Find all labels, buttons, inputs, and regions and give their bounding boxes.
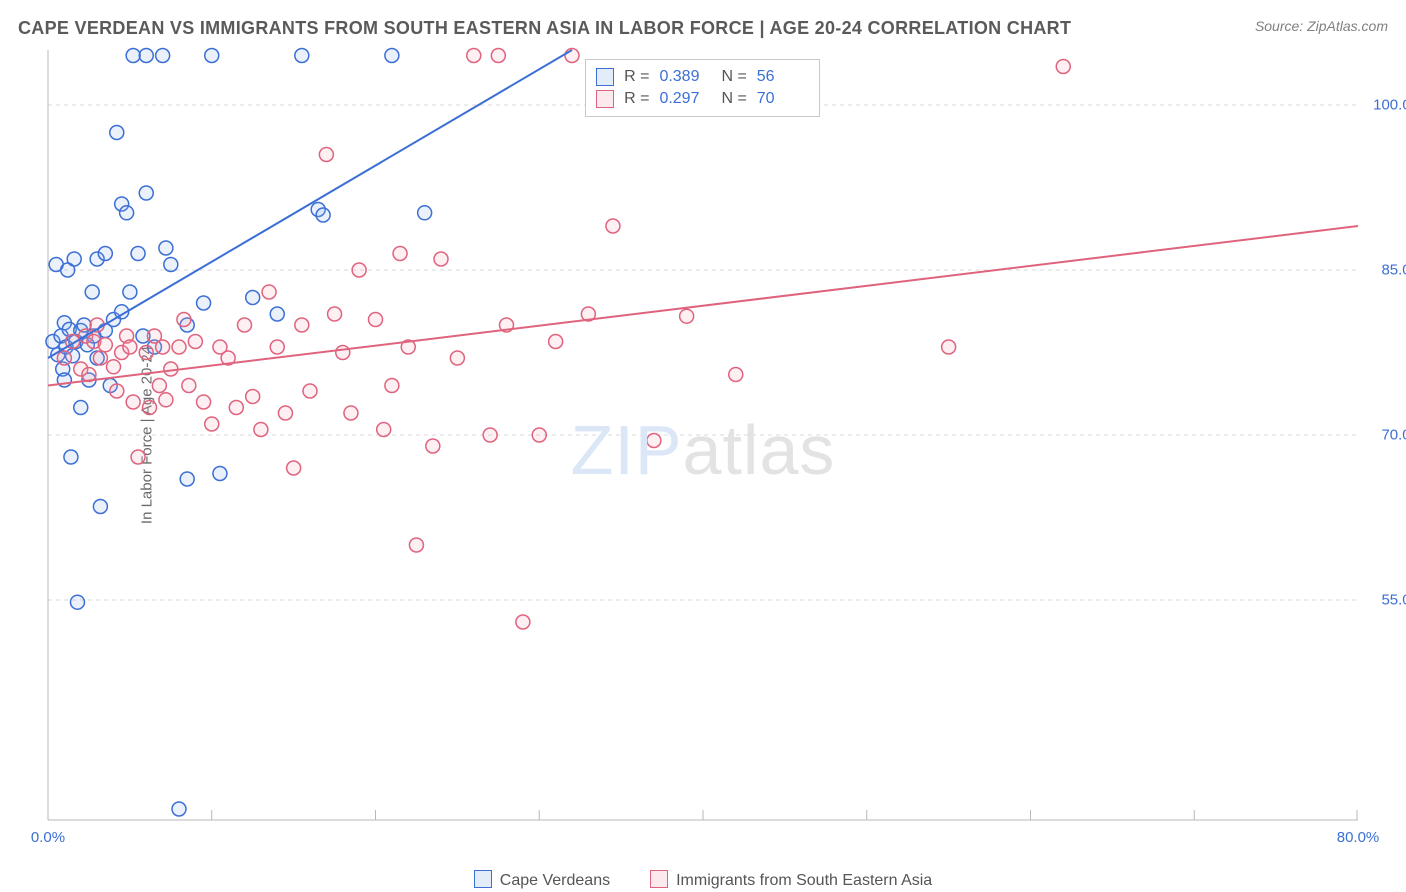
legend: Cape Verdeans Immigrants from South Easte…	[0, 870, 1406, 890]
source-attribution: Source: ZipAtlas.com	[1255, 18, 1388, 34]
stats-row: R = 0.297 N = 70	[596, 88, 809, 110]
stat-value-r: 0.389	[659, 68, 711, 86]
y-tick-label: 70.0%	[1381, 427, 1406, 444]
legend-item: Cape Verdeans	[474, 870, 610, 890]
legend-swatch	[474, 870, 492, 888]
chart-title: CAPE VERDEAN VS IMMIGRANTS FROM SOUTH EA…	[18, 18, 1071, 39]
legend-label: Immigrants from South Eastern Asia	[676, 872, 932, 889]
series-swatch	[596, 68, 614, 86]
x-tick-label: 80.0%	[1337, 829, 1380, 846]
chart-area: In Labor Force | Age 20-24 ZIPatlas R =0…	[48, 50, 1358, 820]
stat-label-r: R =	[624, 90, 649, 108]
stat-label-n: N =	[721, 90, 746, 108]
series-swatch	[596, 90, 614, 108]
y-tick-label: 55.0%	[1381, 592, 1406, 609]
scatter-plot-svg	[48, 50, 1358, 820]
stat-label-n: N =	[721, 68, 746, 86]
stats-row: R = 0.389 N = 56	[596, 66, 809, 88]
x-tick-label: 0.0%	[31, 829, 65, 846]
stat-value-n: 56	[757, 68, 809, 86]
chart-header: CAPE VERDEAN VS IMMIGRANTS FROM SOUTH EA…	[18, 18, 1388, 39]
y-tick-label: 100.0%	[1373, 97, 1406, 114]
legend-swatch	[650, 870, 668, 888]
stat-value-n: 70	[757, 90, 809, 108]
stat-label-r: R =	[624, 68, 649, 86]
legend-label: Cape Verdeans	[500, 872, 610, 889]
legend-item: Immigrants from South Eastern Asia	[650, 870, 932, 890]
stat-value-r: 0.297	[659, 90, 711, 108]
y-tick-label: 85.0%	[1381, 262, 1406, 279]
correlation-stats-box: R = 0.389 N = 56 R = 0.297 N = 70	[585, 59, 820, 117]
